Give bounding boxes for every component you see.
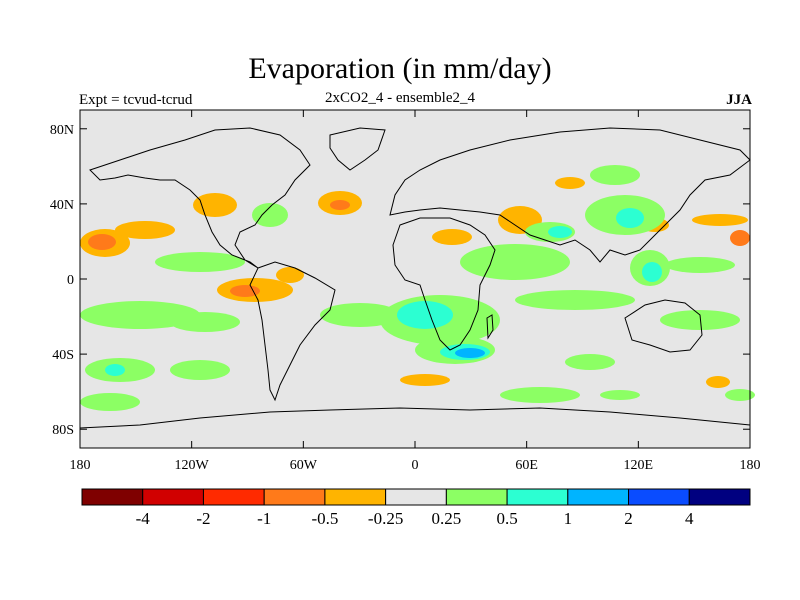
colorbar-label: 2	[624, 509, 633, 528]
ensemble-label: 2xCO2_4 - ensemble2_4	[325, 90, 475, 106]
colorbar-label: 0.25	[431, 509, 461, 528]
colorbar-label: 4	[685, 509, 694, 528]
colorbar: -4 -2 -1 -0.5 -0.25 0.25 0.5 1 2 4	[81, 488, 751, 528]
colorbar-swatch	[445, 488, 508, 506]
lon-tick-label: 180	[740, 458, 761, 473]
colorbar-label: -0.5	[311, 509, 338, 528]
colorbar-swatch	[142, 488, 204, 506]
colorbar-swatch	[385, 488, 447, 506]
lat-tick-label: 40S	[52, 348, 74, 363]
experiment-label: Expt = tcvud-tcrud	[79, 92, 193, 108]
lon-tick-label: 60E	[515, 458, 538, 473]
colorbar-swatch	[324, 488, 387, 506]
lat-tick-label: 0	[67, 273, 74, 288]
lat-tick-label: 80S	[52, 423, 74, 438]
lat-tick-label: 80N	[50, 123, 74, 138]
colorbar-swatch	[506, 488, 569, 506]
colorbar-label: -4	[136, 509, 151, 528]
season-label: JJA	[726, 92, 752, 108]
lat-tick-label: 40N	[50, 198, 74, 213]
anomaly-patches	[80, 165, 755, 411]
lon-tick-label: 60W	[290, 458, 318, 473]
longitude-ticks: 180 120W 60W 0 60E 120E 180	[70, 110, 761, 473]
lon-tick-label: 120E	[624, 458, 654, 473]
colorbar-swatch	[81, 488, 144, 506]
colorbar-swatch	[688, 488, 751, 506]
latitude-ticks: 80N 40N 0 40S 80S	[50, 123, 750, 438]
colorbar-swatch	[628, 488, 690, 506]
colorbar-label: -0.25	[368, 509, 403, 528]
lon-tick-label: 180	[70, 458, 91, 473]
lon-tick-label: 0	[412, 458, 419, 473]
map-title: Evaporation (in mm/day)	[248, 52, 552, 85]
colorbar-label: -2	[196, 509, 210, 528]
colorbar-swatch	[567, 488, 630, 506]
coastlines	[79, 127, 751, 429]
colorbar-label: -1	[257, 509, 271, 528]
colorbar-swatch	[202, 488, 265, 506]
colorbar-label: 1	[564, 509, 573, 528]
colorbar-swatch	[263, 488, 326, 506]
lon-tick-label: 120W	[175, 458, 210, 473]
colorbar-label: 0.5	[496, 509, 517, 528]
